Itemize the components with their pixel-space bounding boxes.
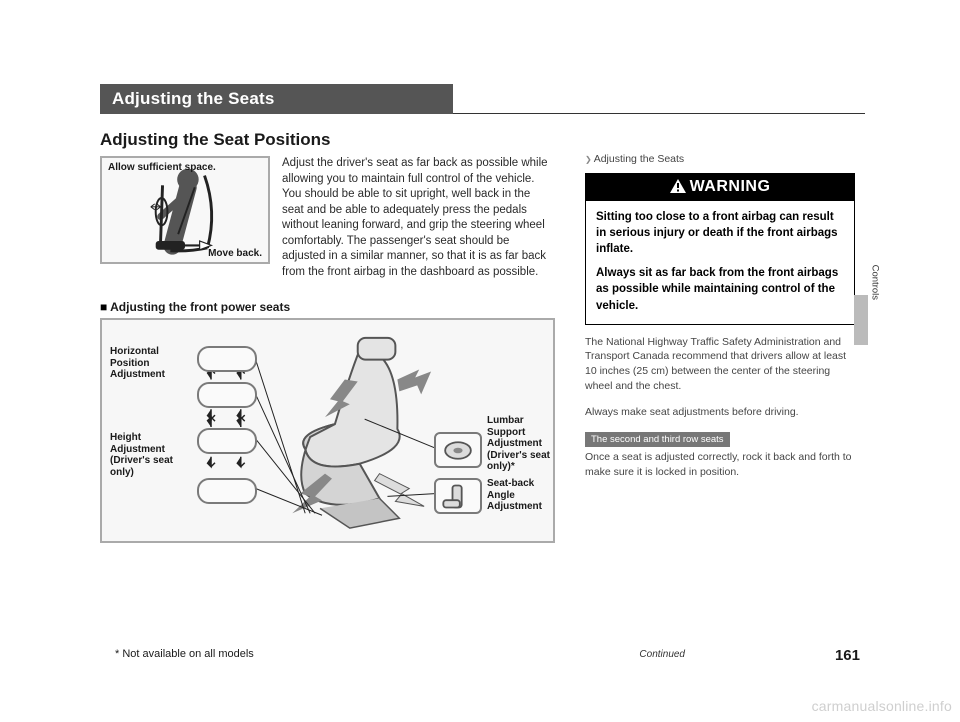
control-seatback — [434, 478, 482, 514]
control-2 — [197, 382, 257, 408]
figure1-label-space: Allow sufficient space. — [108, 162, 216, 174]
sidebar-heading: Adjusting the Seats — [585, 152, 855, 167]
continued-label: Continued — [639, 649, 685, 660]
sidebar-column: Adjusting the Seats WARNING Sitting too … — [585, 152, 855, 492]
sidebar-para-nhtsa: The National Highway Traffic Safety Admi… — [585, 335, 855, 394]
label-height: Height Adjustment (Driver's seat only) — [110, 432, 195, 478]
footnote: * Not available on all models — [115, 648, 254, 660]
label-horizontal: Horizontal Position Adjustment — [110, 346, 192, 381]
control-horizontal — [197, 346, 257, 372]
figure-power-seat-controls: Horizontal Position Adjustment Height Ad… — [100, 318, 555, 543]
watermark: carmanualsonline.info — [812, 698, 952, 714]
warning-p2: Always sit as far back from the front ai… — [596, 265, 844, 313]
warning-triangle-icon — [670, 179, 686, 193]
warning-p1: Sitting too close to a front airbag can … — [596, 209, 844, 257]
warning-body: Sitting too close to a front airbag can … — [586, 201, 854, 324]
figure1-label-move: Move back. — [208, 248, 262, 259]
sidebar-para-before-driving: Always make seat adjustments before driv… — [585, 405, 855, 420]
sub-heading: Adjusting the front power seats — [100, 300, 555, 314]
warning-title-text: WARNING — [690, 178, 771, 195]
sidebar-para-lock: Once a seat is adjusted correctly, rock … — [585, 450, 855, 479]
figure-seat-position: Allow sufficient space. Move back. — [100, 156, 270, 264]
intro-paragraph: Adjust the driver's seat as far back as … — [282, 156, 555, 280]
section-heading: Adjusting the Seat Positions — [100, 130, 555, 150]
control-4 — [197, 478, 257, 504]
section-tab-label: Controls — [869, 265, 880, 300]
label-seatback: Seat-back Angle Adjustment — [487, 478, 557, 513]
control-height — [197, 428, 257, 454]
label-lumbar: Lumbar Support Adjustment (Driver's seat… — [487, 415, 557, 473]
manual-page: Adjusting the Seats Adjusting the Seat P… — [0, 0, 960, 722]
warning-title-bar: WARNING — [586, 174, 854, 201]
page-number: 161 — [835, 647, 860, 664]
intro-row: Allow sufficient space. Move back. Adjus… — [100, 156, 555, 280]
main-column: Adjusting the Seat Positions — [100, 80, 555, 543]
sidebar-tag-rows: The second and third row seats — [585, 432, 730, 447]
warning-box: WARNING Sitting too close to a front air… — [585, 173, 855, 325]
control-lumbar — [434, 432, 482, 468]
section-tab — [854, 295, 868, 345]
